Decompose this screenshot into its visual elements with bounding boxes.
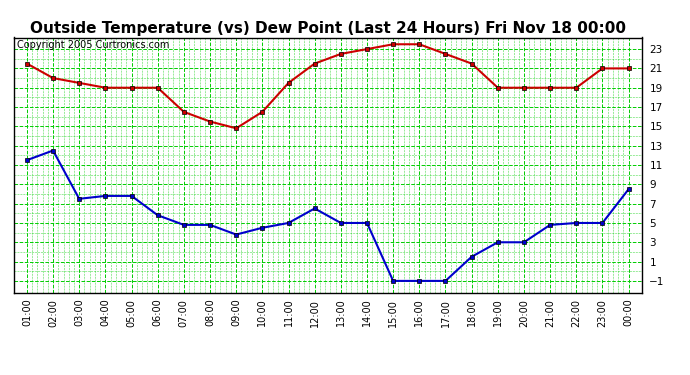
Text: Copyright 2005 Curtronics.com: Copyright 2005 Curtronics.com [17,40,169,50]
Title: Outside Temperature (vs) Dew Point (Last 24 Hours) Fri Nov 18 00:00: Outside Temperature (vs) Dew Point (Last… [30,21,626,36]
